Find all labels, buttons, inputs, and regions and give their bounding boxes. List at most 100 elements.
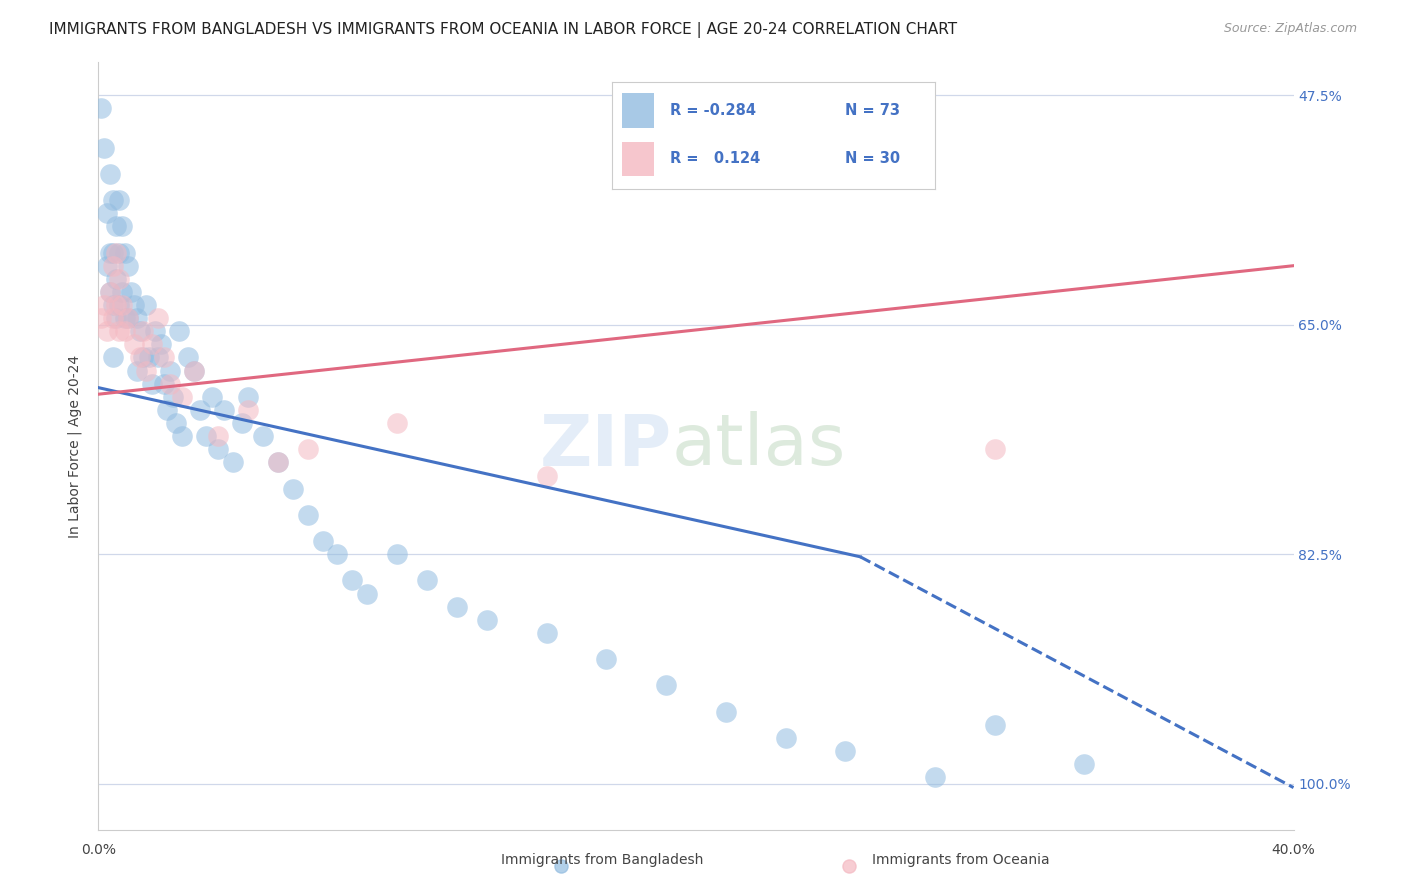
Text: 40.0%: 40.0% [1271,843,1316,857]
Point [105,298,128,312]
Point [148,351,170,365]
Point [267,455,290,469]
Point [156,403,179,417]
Point [105,311,128,326]
Point [984,717,1007,731]
Point [655,678,678,692]
Point [148,311,170,326]
Point [550,858,572,872]
Point [281,482,304,496]
Point [207,429,229,443]
Point [108,324,131,338]
Point [195,429,218,443]
Point [267,455,290,469]
Point [984,442,1007,457]
Point [159,376,181,391]
Point [446,599,468,614]
Point [111,219,134,234]
Point [236,390,259,404]
Point [159,363,181,377]
Point [132,351,155,365]
Point [188,403,211,417]
Text: atlas: atlas [672,411,846,481]
Point [207,442,229,457]
Point [183,363,205,377]
Point [105,272,128,286]
Point [475,613,498,627]
Point [172,429,194,443]
Point [108,245,131,260]
Point [90,101,112,115]
Point [714,705,737,719]
Point [111,298,134,312]
Point [96,324,118,338]
Point [93,298,115,312]
Text: Immigrants from Bangladesh: Immigrants from Bangladesh [501,853,703,867]
Point [117,311,139,326]
Point [127,363,149,377]
Point [356,586,378,600]
Point [150,337,173,351]
Point [103,259,125,273]
Point [117,311,139,326]
Text: 0.0%: 0.0% [82,843,115,857]
Point [834,744,856,758]
Point [98,285,122,299]
Point [231,416,253,430]
Point [141,337,163,351]
Point [108,193,131,207]
Point [838,858,860,872]
Point [165,416,187,430]
Point [153,376,176,391]
Text: Immigrants from Oceania: Immigrants from Oceania [872,853,1049,867]
Point [103,193,125,207]
Point [98,167,122,181]
Point [153,351,176,365]
Point [135,298,157,312]
Point [103,311,125,326]
Point [222,455,245,469]
Point [120,285,142,299]
Point [297,508,319,522]
Text: Source: ZipAtlas.com: Source: ZipAtlas.com [1223,22,1357,36]
Point [167,324,190,338]
Point [105,245,128,260]
Point [536,468,558,483]
Point [311,534,333,549]
Point [98,285,122,299]
Point [114,245,136,260]
Point [385,547,409,561]
Point [129,324,152,338]
Point [141,376,163,391]
Point [595,652,617,666]
Point [90,311,112,326]
Point [162,390,184,404]
Point [143,324,166,338]
Point [96,206,118,220]
Point [103,298,125,312]
Point [103,351,125,365]
Point [124,298,146,312]
Point [93,141,115,155]
Text: ZIP: ZIP [540,411,672,481]
Point [924,770,946,784]
Point [108,272,131,286]
Point [297,442,319,457]
Point [114,324,136,338]
Point [129,351,152,365]
Point [98,245,122,260]
Point [124,337,146,351]
Point [105,219,128,234]
Point [96,259,118,273]
Point [114,311,136,326]
Text: IMMIGRANTS FROM BANGLADESH VS IMMIGRANTS FROM OCEANIA IN LABOR FORCE | AGE 20-24: IMMIGRANTS FROM BANGLADESH VS IMMIGRANTS… [49,22,957,38]
Point [132,324,155,338]
Point [326,547,349,561]
Point [127,311,149,326]
Point [172,390,194,404]
Point [775,731,797,745]
Point [1073,756,1095,771]
Point [252,429,274,443]
Point [103,245,125,260]
Point [342,574,364,588]
